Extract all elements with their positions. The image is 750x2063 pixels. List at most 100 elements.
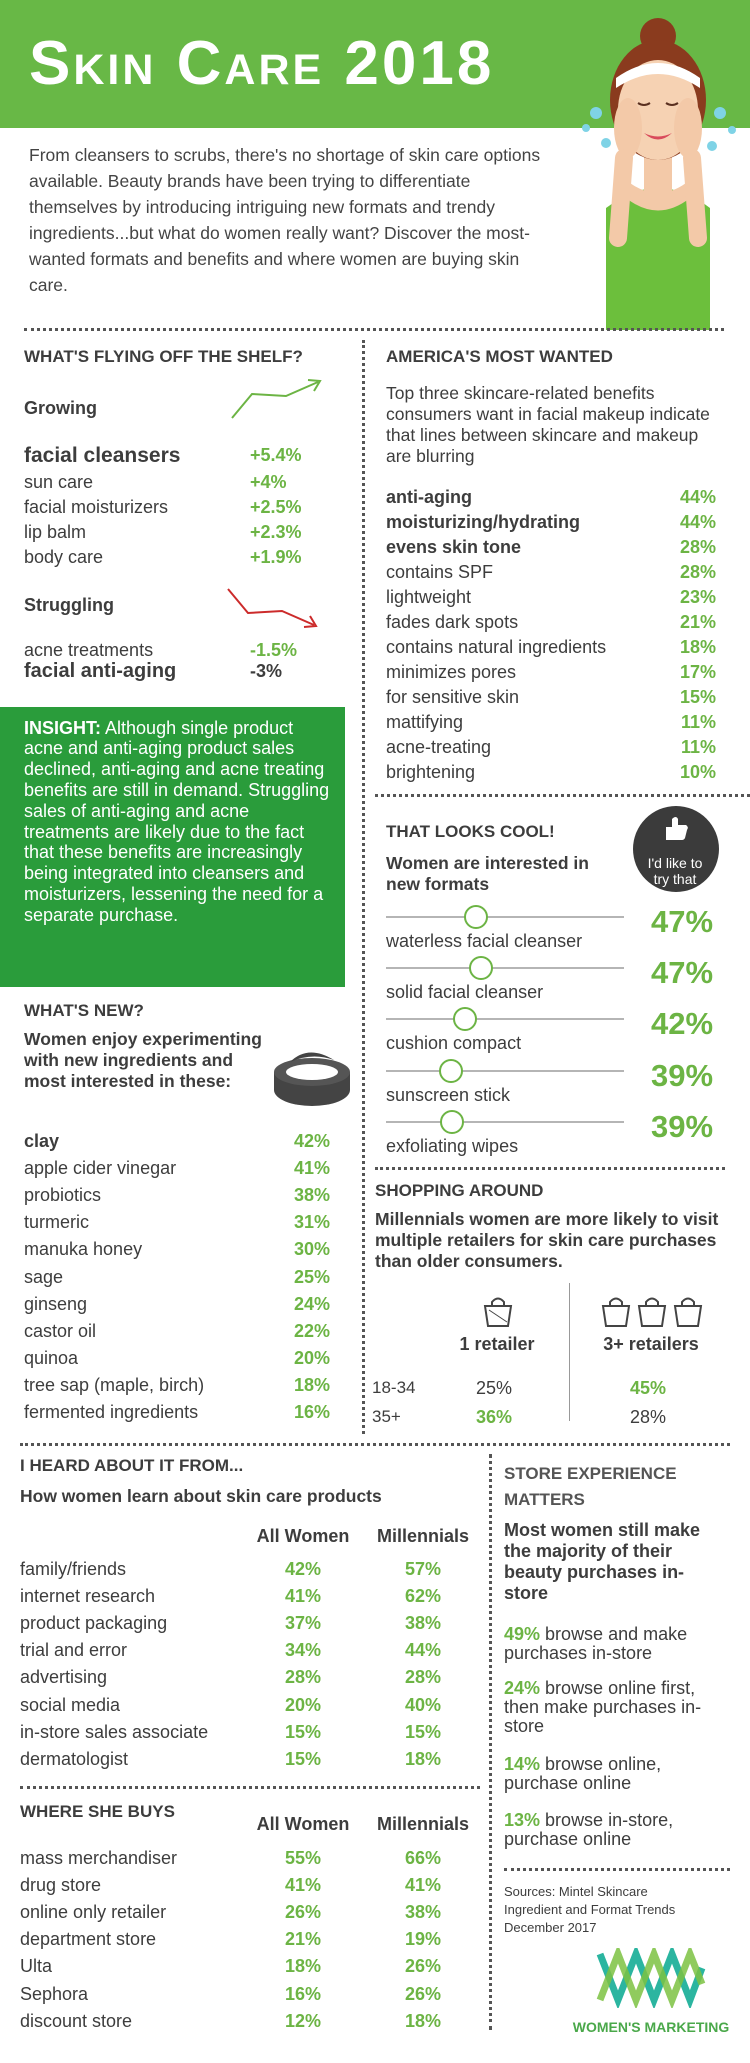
row-label: drug store <box>20 1875 102 1896</box>
item-name: fermented ingredients <box>24 1402 199 1422</box>
item-name: contains SPF <box>386 562 494 582</box>
group-label: Struggling <box>24 595 114 615</box>
item-name: acne treatments <box>24 640 154 660</box>
item-name: lightweight <box>386 587 472 607</box>
item-name: facial anti-aging <box>24 660 177 682</box>
row-value: 26% <box>404 1983 442 2004</box>
section-subtitle: Most women still make the majority of th… <box>504 1519 701 1603</box>
row-value: 20% <box>284 1694 322 1715</box>
insight-label: INSIGHT: <box>24 717 102 738</box>
item-name: mattifying <box>386 712 464 732</box>
badge <box>633 806 719 892</box>
item-name: castor oil <box>24 1320 97 1341</box>
row-value: 15% <box>284 1748 322 1769</box>
row-value: 28% <box>404 1667 442 1688</box>
section-subtitle: Women enjoy experimenting with new ingre… <box>24 1028 262 1091</box>
item-change: +1.9% <box>250 547 302 567</box>
item-name: turmeric <box>24 1212 90 1233</box>
separator <box>362 340 365 1434</box>
separator <box>24 328 724 331</box>
item-name: ginseng <box>24 1293 88 1314</box>
item-pct: 42% <box>650 1005 714 1041</box>
item-name: manuka honey <box>24 1239 143 1260</box>
item-change: +5.4% <box>250 445 302 465</box>
separator <box>20 1443 730 1446</box>
row-value: 19% <box>404 1929 442 1950</box>
badge-text: I'd like to try that <box>647 855 703 887</box>
store-pct: 13% <box>504 1809 541 1830</box>
slider-knob <box>464 905 488 929</box>
section-title: WHAT'S FLYING OFF THE SHELF? <box>24 347 303 366</box>
row-value: 18% <box>404 2010 442 2031</box>
row-value: 37% <box>284 1613 322 1634</box>
logo-text: WOMEN'S MARKETING <box>572 2018 730 2035</box>
item-pct: 16% <box>293 1402 330 1422</box>
item-pct: 39% <box>650 1057 714 1093</box>
row-value: 55% <box>284 1848 322 1868</box>
row-label: advertising <box>20 1667 108 1688</box>
item-name: cushion compact <box>386 1033 522 1053</box>
row-label: in-store sales associate <box>20 1721 209 1742</box>
section-title: AMERICA'S MOST WANTED <box>386 347 613 366</box>
row-label: family/friends <box>20 1559 127 1579</box>
item-pct: 17% <box>679 662 716 682</box>
item-pct: 23% <box>679 587 716 607</box>
row-value: 38% <box>404 1902 442 1923</box>
item-name: waterless facial cleanser <box>386 931 583 951</box>
item-name: tree sap (maple, birch) <box>24 1374 205 1395</box>
row-value: 28% <box>284 1667 322 1688</box>
row-value: 18% <box>404 1748 442 1769</box>
logo-mark <box>596 1948 706 2008</box>
item-pct: 38% <box>293 1185 330 1206</box>
column-header: Millennials <box>376 1814 470 1834</box>
section-title: THAT LOOKS COOL! <box>386 822 555 841</box>
item-pct: 30% <box>293 1239 330 1260</box>
item-name: sage <box>24 1266 64 1287</box>
item-pct: 28% <box>679 537 716 557</box>
section-title: STORE EXPERIENCE MATTERS <box>504 1464 677 1509</box>
item-pct: 10% <box>679 762 716 782</box>
item-name: lip balm <box>24 522 87 542</box>
separator <box>375 1167 725 1170</box>
store-pct: 49% <box>504 1623 541 1644</box>
section-title: WHERE SHE BUYS <box>20 1802 175 1821</box>
item-name: exfoliating wipes <box>386 1136 519 1156</box>
slider-track <box>386 1070 624 1072</box>
section-subtitle: Top three skincare-related benefits cons… <box>386 382 710 466</box>
row-value: 25% <box>475 1378 513 1398</box>
item-name: apple cider vinegar <box>24 1158 177 1179</box>
row-label: social media <box>20 1694 121 1715</box>
item-name: moisturizing/hydrating <box>386 512 581 532</box>
row-value: 41% <box>404 1875 442 1896</box>
separator <box>20 1786 480 1789</box>
item-name: facial moisturizers <box>24 497 169 517</box>
item-change: +4% <box>250 472 287 492</box>
item-pct: 24% <box>293 1293 330 1314</box>
shopping-bag-icon <box>483 1297 513 1327</box>
item-name: evens skin tone <box>386 537 522 557</box>
row-label: mass merchandiser <box>20 1848 178 1868</box>
intro: From cleansers to scrubs, there's no sho… <box>29 145 541 295</box>
item-pct: 31% <box>293 1212 330 1233</box>
item-pct: 15% <box>679 687 716 707</box>
row-value: 26% <box>404 1956 442 1977</box>
title: Skin Care 2018 <box>29 29 495 98</box>
slider-knob <box>439 1059 463 1083</box>
row-label: discount store <box>20 2010 133 2031</box>
item-name: probiotics <box>24 1185 102 1206</box>
row-value: 42% <box>284 1559 322 1579</box>
column-header: All Women <box>256 1526 350 1546</box>
separator <box>504 1868 730 1871</box>
row-value: 45% <box>629 1378 667 1398</box>
slider-track <box>386 1121 624 1123</box>
row-value: 41% <box>284 1586 322 1607</box>
row-value: 12% <box>284 2010 322 2031</box>
cream-jar-icon <box>274 1052 350 1106</box>
row-label: 18-34 <box>372 1378 416 1397</box>
section-subtitle: Women are interested in new formats <box>386 852 589 894</box>
store-item: 49% browse and make purchases in-store <box>504 1623 726 1663</box>
column-header: 1 retailer <box>459 1334 535 1354</box>
row-value: 66% <box>404 1848 442 1868</box>
row-value: 57% <box>404 1559 442 1579</box>
